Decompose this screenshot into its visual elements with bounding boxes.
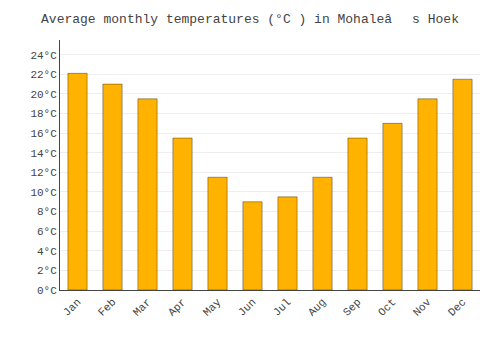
svg-text:2°C: 2°C [37,265,57,277]
svg-text:24°C: 24°C [30,50,57,62]
svg-text:Jul: Jul [271,296,293,318]
svg-text:20°C: 20°C [30,89,57,101]
svg-text:Apr: Apr [166,296,188,318]
svg-text:Mar: Mar [131,296,153,318]
svg-text:12°C: 12°C [30,167,57,179]
svg-text:8°C: 8°C [37,206,57,218]
svg-text:Nov: Nov [411,296,434,319]
svg-text:Sep: Sep [341,296,363,318]
svg-text:Aug: Aug [306,296,328,318]
svg-text:4°C: 4°C [37,246,57,258]
svg-text:0°C: 0°C [37,285,57,297]
svg-text:May: May [201,296,224,319]
svg-text:16°C: 16°C [30,128,57,140]
svg-text:Dec: Dec [446,296,468,318]
svg-text:10°C: 10°C [30,187,57,199]
svg-text:Average monthly temperatures (: Average monthly temperatures (°C ) in Mo… [41,12,459,27]
svg-text:Feb: Feb [96,296,118,318]
svg-text:6°C: 6°C [37,226,57,238]
svg-text:Jan: Jan [61,296,83,318]
svg-text:Oct: Oct [376,296,398,318]
svg-text:22°C: 22°C [30,69,57,81]
svg-text:Jun: Jun [236,296,258,318]
svg-text:14°C: 14°C [30,148,57,160]
svg-text:18°C: 18°C [30,108,57,120]
